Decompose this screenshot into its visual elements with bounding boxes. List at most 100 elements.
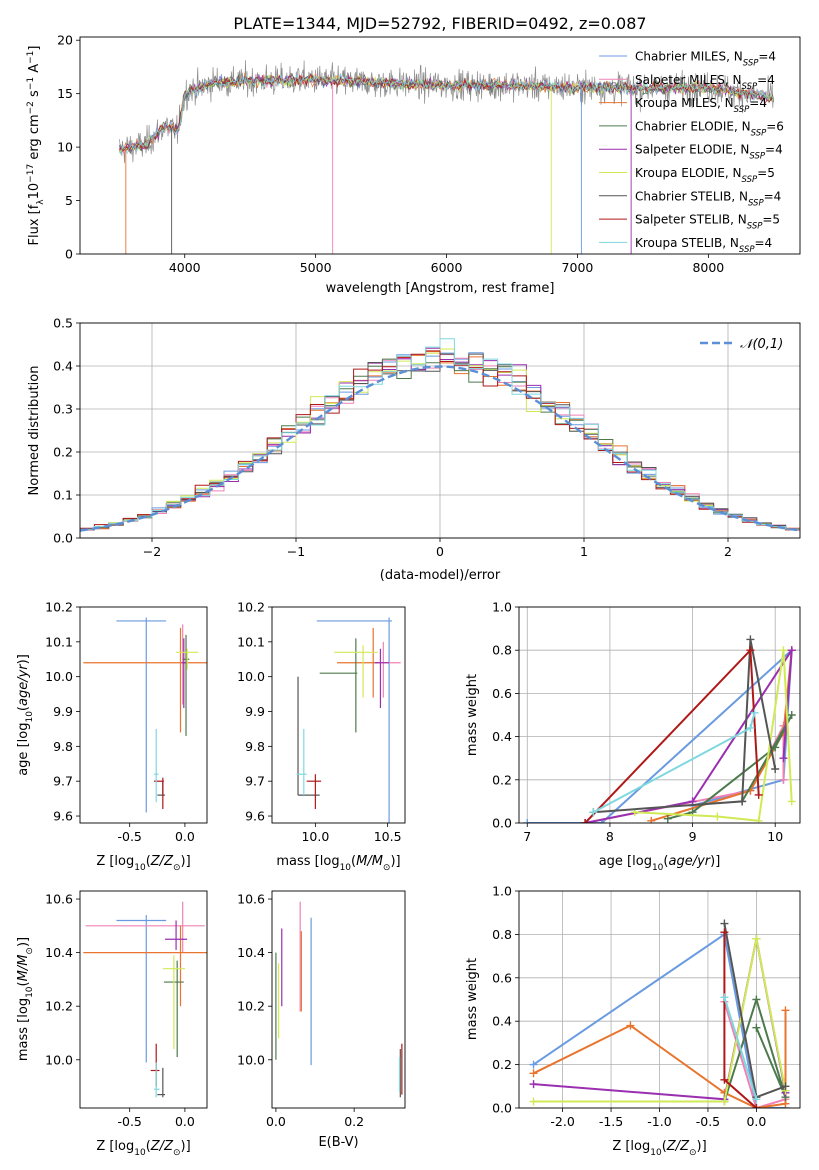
weight-marker (589, 808, 598, 817)
x-tick-label: 7000 (562, 260, 594, 275)
legend-label: Salpeter MILES, NSSP=4 (635, 73, 775, 92)
y-tick-label: 0.6 (492, 970, 512, 985)
legend-count: =4 (764, 189, 782, 203)
y-axis-label: Normed distribution (27, 366, 42, 496)
errorbar (337, 627, 378, 698)
legend-label: Salpeter STELIB, NSSP=5 (635, 213, 780, 232)
y-tick-label: 0.5 (53, 316, 73, 331)
y-tick-label: 0.8 (492, 927, 512, 942)
legend-subscript: SSP (742, 175, 758, 185)
y-tick-label: 9.6 (53, 809, 73, 824)
weight-marker (529, 1080, 538, 1089)
x-tick-label: 0.0 (266, 1114, 286, 1129)
legend-count: =4 (749, 96, 767, 110)
weight-series (593, 639, 777, 814)
y-tick-label: 9.6 (245, 809, 265, 824)
label-part: )] (16, 937, 31, 947)
errorbar (165, 920, 188, 950)
label-part: Z [log (96, 854, 134, 869)
y-axis-label: age [log10(age/yr)] (16, 654, 35, 776)
x-axis-label: Z [log10(Z/Z⊙)] (612, 1139, 706, 1158)
label-part: ( (663, 854, 668, 869)
x-axis-label: age [log10(age/yr)] (599, 854, 721, 873)
x-tick-label: 0.0 (175, 1114, 195, 1129)
y-tick-label: 0.4 (492, 1014, 512, 1029)
weight-marker (663, 814, 672, 823)
legend-count: =4 (755, 236, 773, 250)
weight-marker (523, 819, 532, 823)
legend-subscript: SSP (743, 59, 759, 69)
label-part: mass [log (276, 854, 339, 869)
weight-marker (713, 812, 722, 821)
errorbar (85, 901, 205, 953)
label-part: Z [log (96, 1139, 134, 1154)
errorbar (297, 676, 320, 796)
label-part: 10 (340, 863, 352, 873)
y-tick-label: 10.0 (45, 669, 73, 684)
legend-label: Chabrier STELIB, NSSP=4 (635, 189, 781, 208)
y-tick-label: 10.2 (237, 600, 265, 615)
weight-marker (779, 646, 788, 655)
legend-count: =4 (758, 50, 776, 64)
label-part: Flux [f (27, 204, 42, 245)
weight-marker (529, 1097, 538, 1106)
weight-marker (752, 1023, 761, 1032)
legend-count: =5 (757, 166, 775, 180)
legend-subscript: SSP (734, 105, 750, 115)
y-tick-label: 0.4 (53, 359, 73, 374)
x-tick-label: -2.0 (550, 1114, 574, 1129)
legend-model-name: Chabrier MILES, N (635, 50, 743, 64)
histogram-panel: −2 −1 0 1 2 0.0 0.1 0.2 0.3 0.4 0.5 (data-model)/er… (27, 316, 801, 583)
age-vs-mass-panel: 10.0 10.5 9.6 9.7 9.8 9.9 10.0 10.1 10.2 mass [lo… (237, 600, 406, 873)
legend-model-name: Kroupa ELODIE, N (635, 166, 742, 180)
label-part: 10 (25, 986, 35, 998)
weight-marker (754, 816, 763, 823)
label-part: ( (146, 1139, 151, 1154)
legend-model-name: Salpeter MILES, N (635, 73, 742, 87)
legend-subscript: SSP (747, 222, 763, 232)
weight-marker (754, 790, 763, 799)
y-tick-label: 10.0 (45, 1052, 73, 1067)
legend-subscript: SSP (742, 82, 758, 92)
legend-subscript: SSP (751, 128, 767, 138)
y-tick-label: 0.0 (492, 1101, 512, 1116)
x-tick-label: -1.0 (647, 1114, 671, 1129)
normal-curve (80, 365, 800, 532)
y-axis-label: Flux [fλ10−17 erg cm−2 s−1 A−1] (26, 46, 46, 246)
label-part: s (27, 90, 42, 101)
x-axis-label: E(B-V) (318, 1135, 358, 1150)
y-tick-label: 10.1 (237, 634, 265, 649)
weight-marker (720, 919, 729, 928)
weight-series (723, 997, 758, 1100)
weight-marker (720, 993, 729, 1002)
label-part: erg cm (27, 114, 42, 163)
weight-lines (529, 919, 790, 1108)
weight-lines (523, 635, 796, 823)
model-spectrum (118, 73, 774, 152)
y-tick-label: 0.2 (492, 1057, 512, 1072)
label-part: M/M (356, 854, 383, 869)
errorbar (374, 648, 390, 709)
label-part: )] (390, 854, 400, 869)
histograms (80, 338, 800, 533)
weight-marker (529, 1060, 538, 1069)
label-part: ⊙ (173, 1148, 181, 1158)
x-tick-label: 10.5 (374, 829, 402, 844)
weight-series (584, 725, 785, 823)
label-part: λ (36, 199, 46, 205)
errorbars (275, 901, 403, 1098)
errorbars (83, 617, 207, 813)
axes-frame (518, 606, 801, 824)
axes-frame (79, 890, 208, 1109)
errorbar (116, 617, 167, 813)
observed-spectrum (118, 60, 775, 164)
legend-subscript: SSP (739, 245, 755, 255)
label-part: Z/Z (666, 1139, 690, 1154)
weight-marker (752, 1095, 761, 1104)
x-tick-label: 10 (767, 829, 783, 844)
y-tick-label: 10.0 (237, 1052, 265, 1067)
label-part: )] (16, 654, 31, 664)
weight-marker (581, 819, 590, 823)
y-tick-label: 9.7 (53, 774, 73, 789)
